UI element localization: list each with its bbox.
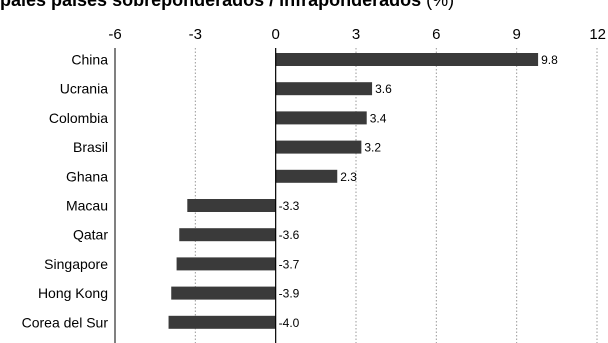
x-tick-label: 3: [352, 26, 360, 43]
category-label: Macau: [66, 198, 108, 214]
value-label: 2.3: [340, 170, 357, 184]
value-label: -3.9: [279, 287, 300, 301]
value-labels: 9.8 3.6 3.4 3.2 2.3 -3.3 -3.6 -3.7 -3.9 -4.0: [279, 53, 558, 330]
bar: [275, 82, 373, 96]
bar: [187, 199, 276, 212]
bar: [179, 228, 276, 242]
chart-title-unit: (%): [426, 0, 455, 10]
bars: [168, 53, 539, 329]
value-label: 3.4: [370, 111, 387, 125]
bar: [275, 140, 362, 154]
category-label: Qatar: [73, 227, 108, 243]
x-tick-label: 6: [432, 26, 440, 43]
category-label: Colombia: [49, 110, 108, 126]
category-label: Brasil: [73, 139, 108, 155]
category-label: Ucrania: [60, 81, 108, 97]
value-label: -3.3: [279, 199, 300, 213]
x-tick-label: -6: [108, 26, 121, 43]
x-tick-label: 9: [512, 26, 520, 43]
value-label: -4.0: [279, 316, 300, 330]
category-labels: China Ucrania Colombia Brasil Ghana Macau Qata…: [22, 52, 109, 331]
bar: [275, 111, 367, 125]
bar: [275, 53, 539, 66]
bar: [168, 315, 276, 329]
value-label: 9.8: [541, 53, 558, 67]
category-label: Ghana: [66, 168, 108, 184]
x-tick-label: -3: [189, 26, 202, 43]
value-label: -3.6: [279, 228, 300, 242]
chart-title-text: pales países sobreponderados / infrapond…: [0, 0, 422, 10]
category-label: Corea del Sur: [22, 314, 109, 330]
bar: [176, 257, 276, 271]
x-tick-label: 12: [589, 26, 606, 43]
x-tick-labels: -6 -3 0 3 6 9 12: [108, 26, 606, 43]
bar: [171, 286, 276, 300]
category-label: China: [71, 52, 108, 68]
value-label: -3.7: [279, 257, 300, 271]
chart-title: pales países sobreponderados / infrapond…: [0, 0, 608, 14]
x-tick-label: 0: [271, 26, 279, 43]
category-label: Singapore: [44, 256, 108, 272]
category-label: Hong Kong: [38, 285, 108, 301]
value-label: 3.6: [375, 82, 392, 96]
value-label: 3.2: [364, 141, 381, 155]
bar: [275, 169, 338, 183]
